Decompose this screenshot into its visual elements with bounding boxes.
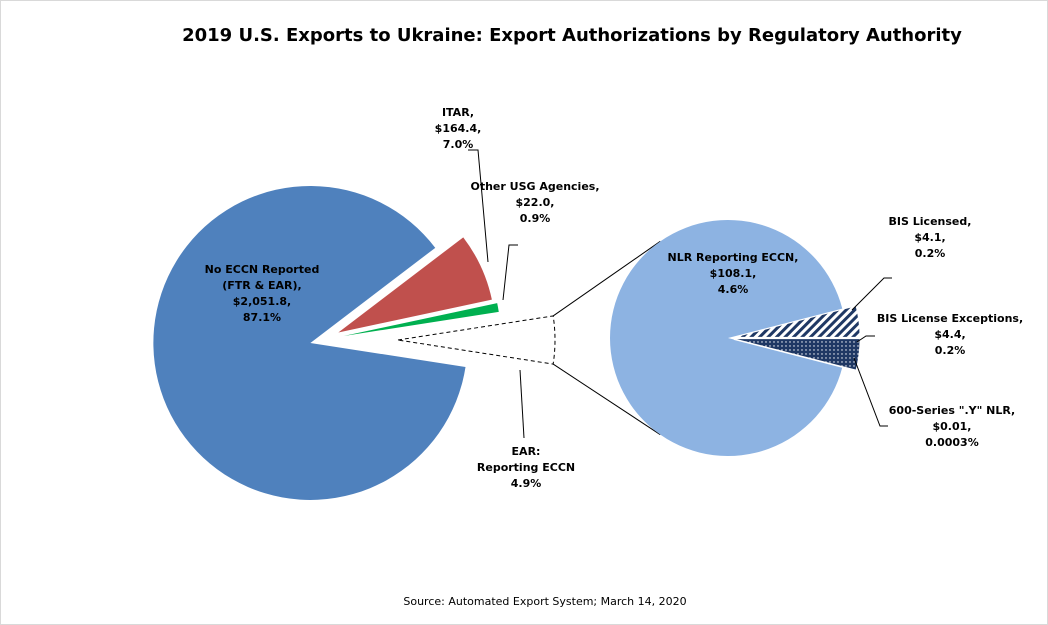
data-label: $4.1,: [914, 231, 945, 244]
data-label: ITAR,: [442, 106, 474, 119]
data-label: BIS Licensed,: [889, 215, 972, 228]
leader-line: [502, 244, 518, 301]
data-label: 7.0%: [443, 138, 474, 151]
expanded-slice: [397, 315, 556, 365]
source-note: Source: Automated Export System; March 1…: [403, 595, 686, 608]
data-label: $108.1,: [710, 267, 757, 280]
data-label: 600-Series ".Y" NLR,: [889, 404, 1015, 417]
data-label: (FTR & EAR),: [222, 279, 301, 292]
connector-line: [552, 363, 661, 436]
pie-slice: [343, 303, 499, 337]
leader-line: [468, 149, 489, 263]
data-label: $2,051.8,: [233, 295, 291, 308]
pie-slice: [733, 339, 857, 372]
data-label: NLR Reporting ECCN,: [668, 251, 799, 264]
data-label: Reporting ECCN: [477, 461, 575, 474]
connector-line: [552, 240, 661, 317]
leader-line: [856, 335, 875, 343]
data-label: EAR:: [512, 445, 541, 458]
data-label: $0.01,: [933, 420, 972, 433]
data-label: $4.4,: [934, 328, 965, 341]
pie-slice: [153, 185, 466, 500]
data-label: No ECCN Reported: [205, 263, 320, 276]
data-label: Other USG Agencies,: [470, 180, 599, 193]
data-label: 0.9%: [520, 212, 551, 225]
data-label: 0.2%: [935, 344, 966, 357]
pie-slice: [733, 338, 861, 371]
data-label: $22.0,: [516, 196, 555, 209]
data-label: 0.2%: [915, 247, 946, 260]
pie-slice: [610, 220, 843, 457]
leader-line: [853, 357, 888, 427]
data-label: 0.0003%: [925, 436, 978, 449]
data-label: $164.4,: [435, 122, 482, 135]
data-label: BIS License Exceptions,: [877, 312, 1023, 325]
data-label: 4.9%: [511, 477, 542, 490]
chart-title: 2019 U.S. Exports to Ukraine: Export Aut…: [182, 25, 962, 46]
pie-slice: [338, 237, 492, 333]
leader-line: [519, 369, 525, 439]
data-label: 87.1%: [243, 311, 281, 324]
data-label: 4.6%: [718, 283, 749, 296]
leader-line: [851, 277, 892, 311]
